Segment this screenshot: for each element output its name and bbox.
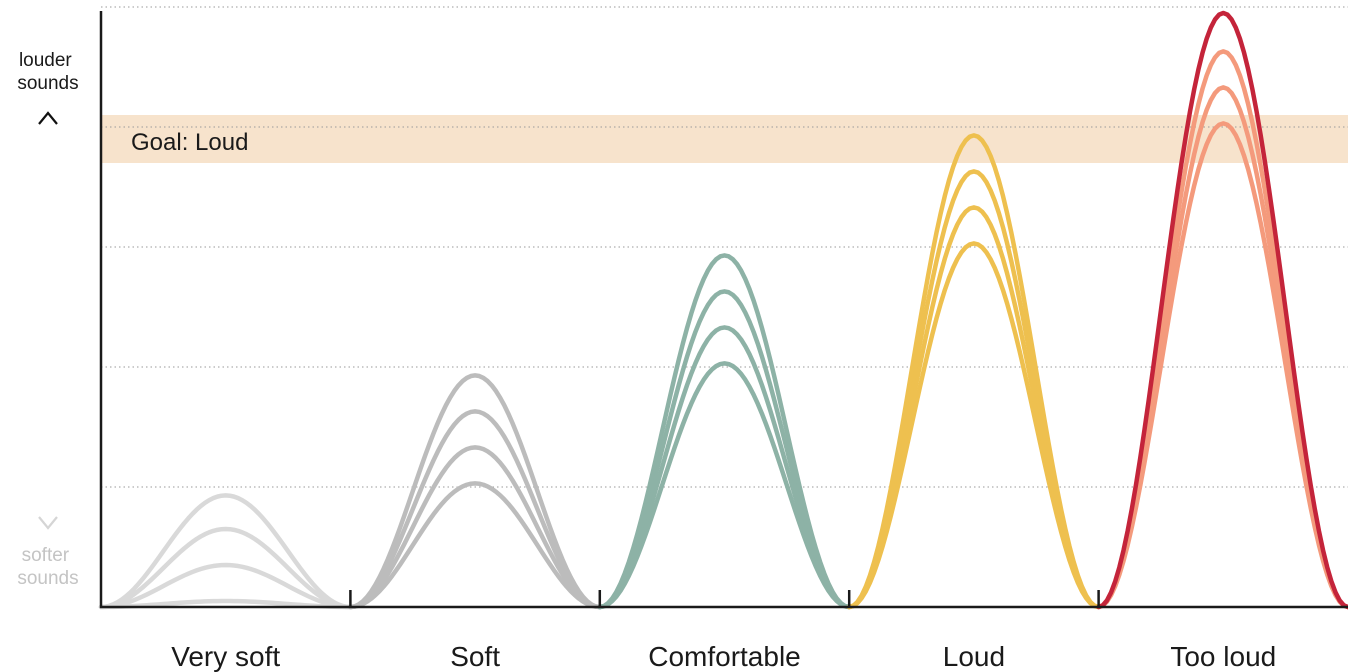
- softer-sounds-label: softer sounds: [17, 545, 78, 589]
- very-soft-curve: [98, 598, 353, 610]
- category-label: Too loud: [1170, 641, 1276, 672]
- category-label: Soft: [450, 641, 500, 672]
- too-loud-curve: [1096, 121, 1348, 610]
- category-label: Very soft: [171, 641, 280, 672]
- loudness-direction-arrow: [38, 111, 58, 530]
- soft-curve: [348, 409, 603, 610]
- loud-curve: [846, 205, 1101, 610]
- loud-curve: [846, 169, 1101, 610]
- comfortable-curve: [597, 289, 852, 610]
- soft-curve: [348, 481, 603, 610]
- too-loud-curve: [1096, 85, 1348, 610]
- comfortable-curve: [597, 361, 852, 610]
- too-loud-highlight-curve: [1096, 10, 1348, 610]
- category-label: Comfortable: [648, 641, 801, 672]
- very-soft-curve: [98, 493, 353, 610]
- comfortable-curve: [597, 325, 852, 610]
- goal-band: [101, 115, 1348, 163]
- soft-curve: [348, 445, 603, 610]
- goal-band-label: Goal: Loud: [131, 129, 248, 156]
- very-soft-curve: [98, 526, 353, 610]
- louder-sounds-label: louder sounds: [17, 50, 78, 94]
- loud-curve: [846, 133, 1101, 610]
- loud-curve: [846, 241, 1101, 610]
- comfortable-curve: [597, 253, 852, 610]
- soft-curve: [348, 373, 603, 610]
- category-label: Loud: [943, 641, 1005, 672]
- very-soft-curve: [98, 562, 353, 610]
